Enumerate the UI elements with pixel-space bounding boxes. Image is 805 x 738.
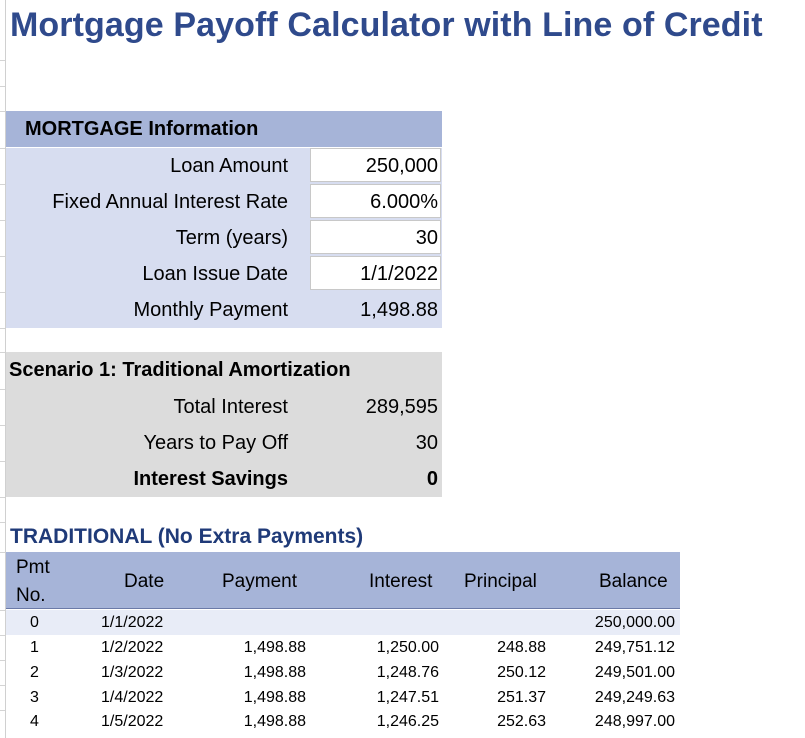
years-to-pay-off-value: 30 (415, 432, 438, 454)
mortgage-section-header: MORTGAGE Information (25, 118, 259, 140)
interest-savings-value: 0 (426, 468, 438, 490)
table-cell-interest: 1,247.51 (376, 689, 439, 706)
scenario-header: Scenario 1: Traditional Amortization (9, 359, 351, 381)
gutter-line (0, 660, 5, 661)
table-cell-no: 1 (30, 639, 39, 656)
table-cell-date: 1/3/2022 (101, 664, 164, 681)
table-cell-interest: 1,248.76 (376, 664, 439, 681)
gutter-line (0, 352, 5, 353)
header-pmt: Pmt (16, 557, 50, 578)
gutter-line (0, 552, 5, 553)
gutter-line (0, 184, 5, 185)
interest-rate-value[interactable]: 6.000% (370, 191, 438, 213)
issue-date-label: Loan Issue Date (142, 263, 288, 285)
issue-date-value[interactable]: 1/1/2022 (360, 263, 438, 285)
gutter-line (0, 610, 5, 611)
monthly-payment-label: Monthly Payment (133, 299, 288, 321)
monthly-payment-value: 1,498.88 (360, 299, 438, 321)
table-title: TRADITIONAL (No Extra Payments) (10, 525, 364, 548)
header-date: Date (124, 571, 165, 592)
table-cell-principal: 248.88 (497, 639, 546, 656)
issue-date-input-cell[interactable] (310, 256, 441, 290)
header-principal: Principal (464, 571, 537, 592)
interest-rate-label: Fixed Annual Interest Rate (52, 191, 288, 213)
table-cell-date: 1/5/2022 (101, 713, 164, 730)
table-cell-no: 0 (30, 614, 39, 631)
years-to-pay-off-label: Years to Pay Off (143, 432, 288, 454)
table-cell-date: 1/1/2022 (101, 614, 164, 631)
table-cell-principal: 250.12 (497, 664, 546, 681)
table-cell-date: 1/2/2022 (101, 639, 164, 656)
loan-amount-input-cell[interactable] (310, 148, 441, 182)
gutter-line (0, 635, 5, 636)
gutter-line (0, 256, 5, 257)
term-value[interactable]: 30 (415, 227, 438, 249)
interest-savings-label: Interest Savings (133, 468, 288, 490)
table-cell-principal: 251.37 (497, 689, 546, 706)
table-cell-payment: 1,498.88 (243, 689, 306, 706)
term-input-cell[interactable] (310, 220, 441, 254)
gutter-line (0, 328, 5, 329)
page-title: Mortgage Payoff Calculator with Line of … (10, 6, 763, 44)
table-cell-balance: 249,501.00 (594, 664, 675, 681)
loan-amount-label: Loan Amount (170, 155, 288, 177)
header-interest: Interest (369, 571, 433, 592)
gutter-line (0, 685, 5, 686)
total-interest-value: 289,595 (365, 396, 438, 418)
table-cell-no: 2 (30, 664, 39, 681)
header-payment: Payment (222, 571, 297, 592)
gutter-line (0, 220, 5, 221)
table-cell-no: 4 (30, 713, 39, 730)
gutter-line (0, 86, 5, 87)
table-cell-interest: 1,250.00 (376, 639, 439, 656)
mortgage-header-bar (6, 111, 442, 147)
table-cell-balance: 248,997.00 (594, 713, 675, 730)
table-cell-balance: 249,249.63 (594, 689, 675, 706)
row-gutter (0, 0, 6, 738)
gutter-line (0, 522, 5, 523)
table-cell-interest: 1,246.25 (376, 713, 439, 730)
term-label: Term (years) (175, 227, 288, 249)
table-cell-no: 3 (30, 689, 39, 706)
table-cell-balance: 250,000.00 (594, 614, 675, 631)
gutter-line (0, 425, 5, 426)
table-cell-payment: 1,498.88 (243, 713, 306, 730)
gutter-line (0, 389, 5, 390)
table-cell-payment: 1,498.88 (243, 664, 306, 681)
table-cell-date: 1/4/2022 (101, 689, 164, 706)
gutter-line (0, 292, 5, 293)
gutter-line (0, 461, 5, 462)
table-cell-balance: 249,751.12 (594, 639, 675, 656)
table-row-0-highlight (6, 610, 680, 635)
header-no: No. (16, 585, 46, 606)
gutter-line (0, 111, 5, 112)
table-cell-principal: 252.63 (497, 713, 546, 730)
gutter-line (0, 60, 5, 61)
table-header-bar (6, 552, 680, 608)
loan-amount-value[interactable]: 250,000 (365, 155, 438, 177)
table-cell-payment: 1,498.88 (243, 639, 306, 656)
total-interest-label: Total Interest (173, 396, 288, 418)
table-header-border (6, 608, 680, 609)
gutter-line (0, 710, 5, 711)
gutter-line (0, 148, 5, 149)
scenario-panel (6, 352, 442, 497)
gutter-line (0, 497, 5, 498)
header-balance: Balance (599, 571, 668, 592)
interest-rate-input-cell[interactable] (310, 184, 441, 218)
